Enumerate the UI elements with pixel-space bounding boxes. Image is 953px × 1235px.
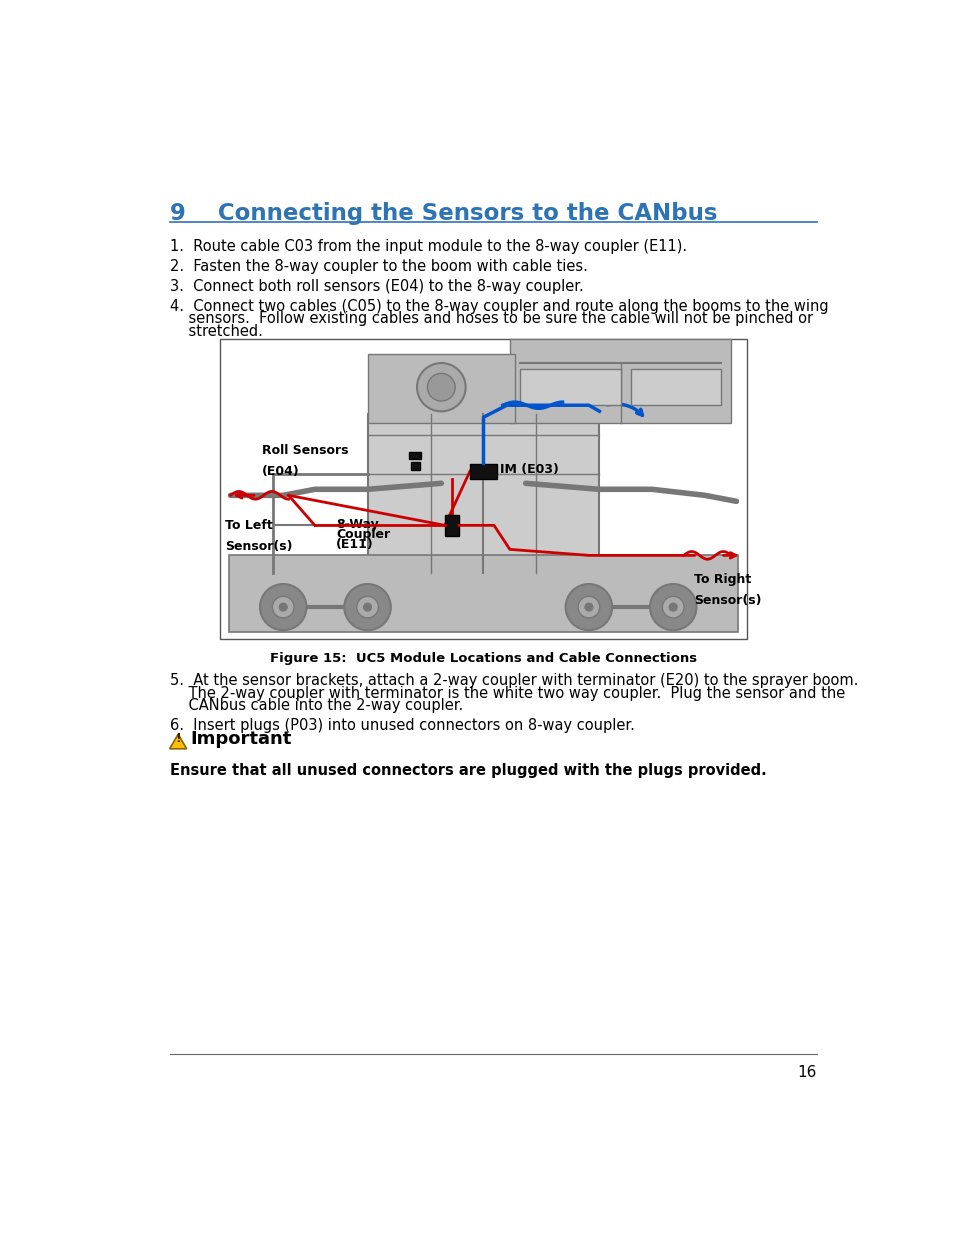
- Circle shape: [273, 597, 294, 618]
- Circle shape: [427, 373, 455, 401]
- Text: 2.  Fasten the 8-way coupler to the boom with cable ties.: 2. Fasten the 8-way coupler to the boom …: [170, 259, 587, 274]
- Bar: [229, 556, 737, 632]
- Bar: [519, 369, 619, 405]
- Circle shape: [649, 584, 696, 630]
- Circle shape: [578, 597, 599, 618]
- Text: To Cabin: To Cabin: [662, 387, 721, 400]
- Bar: [409, 452, 420, 459]
- Text: CANbus cable into the 2-way coupler.: CANbus cable into the 2-way coupler.: [170, 698, 462, 713]
- Text: stretched.: stretched.: [170, 324, 262, 338]
- Circle shape: [279, 603, 287, 611]
- Circle shape: [661, 597, 683, 618]
- Text: sensors.  Follow existing cables and hoses to be sure the cable will not be pinc: sensors. Follow existing cables and hose…: [170, 311, 812, 326]
- Bar: [220, 340, 746, 640]
- Text: 3.  Connect both roll sensors (E04) to the 8-way coupler.: 3. Connect both roll sensors (E04) to th…: [170, 279, 583, 294]
- Circle shape: [584, 603, 592, 611]
- Text: 6.  Insert plugs (P03) into unused connectors on 8-way coupler.: 6. Insert plugs (P03) into unused connec…: [170, 718, 634, 734]
- Text: (E11): (E11): [335, 537, 374, 551]
- Text: To Right: To Right: [694, 573, 751, 587]
- Text: The 2-way coupler with terminator is the white two way coupler.  Plug the sensor: The 2-way coupler with terminator is the…: [170, 685, 844, 700]
- Circle shape: [356, 597, 378, 618]
- Text: !: !: [175, 731, 181, 745]
- Text: (E04): (E04): [262, 466, 299, 478]
- Text: Roll Sensors: Roll Sensors: [262, 445, 348, 457]
- Bar: [470, 463, 497, 479]
- Text: Important: Important: [191, 730, 292, 747]
- Text: To Left: To Left: [225, 520, 273, 532]
- Polygon shape: [367, 354, 515, 424]
- Bar: [444, 515, 458, 536]
- Bar: [630, 369, 720, 405]
- Polygon shape: [367, 414, 598, 573]
- Text: Sensor(s): Sensor(s): [694, 594, 761, 608]
- Text: Figure 15:  UC5 Module Locations and Cable Connections: Figure 15: UC5 Module Locations and Cabl…: [270, 652, 697, 664]
- Text: 5.  At the sensor brackets, attach a 2-way coupler with terminator (E20) to the : 5. At the sensor brackets, attach a 2-wa…: [170, 673, 857, 688]
- Text: 1.  Route cable C03 from the input module to the 8-way coupler (E11).: 1. Route cable C03 from the input module…: [170, 240, 686, 254]
- Text: 8-Way: 8-Way: [335, 517, 378, 531]
- Text: Ensure that all unused connectors are plugged with the plugs provided.: Ensure that all unused connectors are pl…: [170, 763, 765, 778]
- Bar: [411, 462, 420, 471]
- Text: 9    Connecting the Sensors to the CANbus: 9 Connecting the Sensors to the CANbus: [170, 203, 717, 225]
- Circle shape: [565, 584, 612, 630]
- Circle shape: [416, 363, 465, 411]
- Text: Coupler: Coupler: [335, 527, 390, 541]
- Text: 4.  Connect two cables (C05) to the 8-way coupler and route along the booms to t: 4. Connect two cables (C05) to the 8-way…: [170, 299, 827, 314]
- Circle shape: [344, 584, 391, 630]
- Text: 16: 16: [797, 1066, 816, 1081]
- Circle shape: [363, 603, 371, 611]
- Circle shape: [260, 584, 306, 630]
- Circle shape: [669, 603, 677, 611]
- Polygon shape: [509, 340, 730, 424]
- Polygon shape: [170, 735, 187, 748]
- Text: Sensor(s): Sensor(s): [225, 541, 293, 553]
- Text: IM (E03): IM (E03): [499, 463, 558, 477]
